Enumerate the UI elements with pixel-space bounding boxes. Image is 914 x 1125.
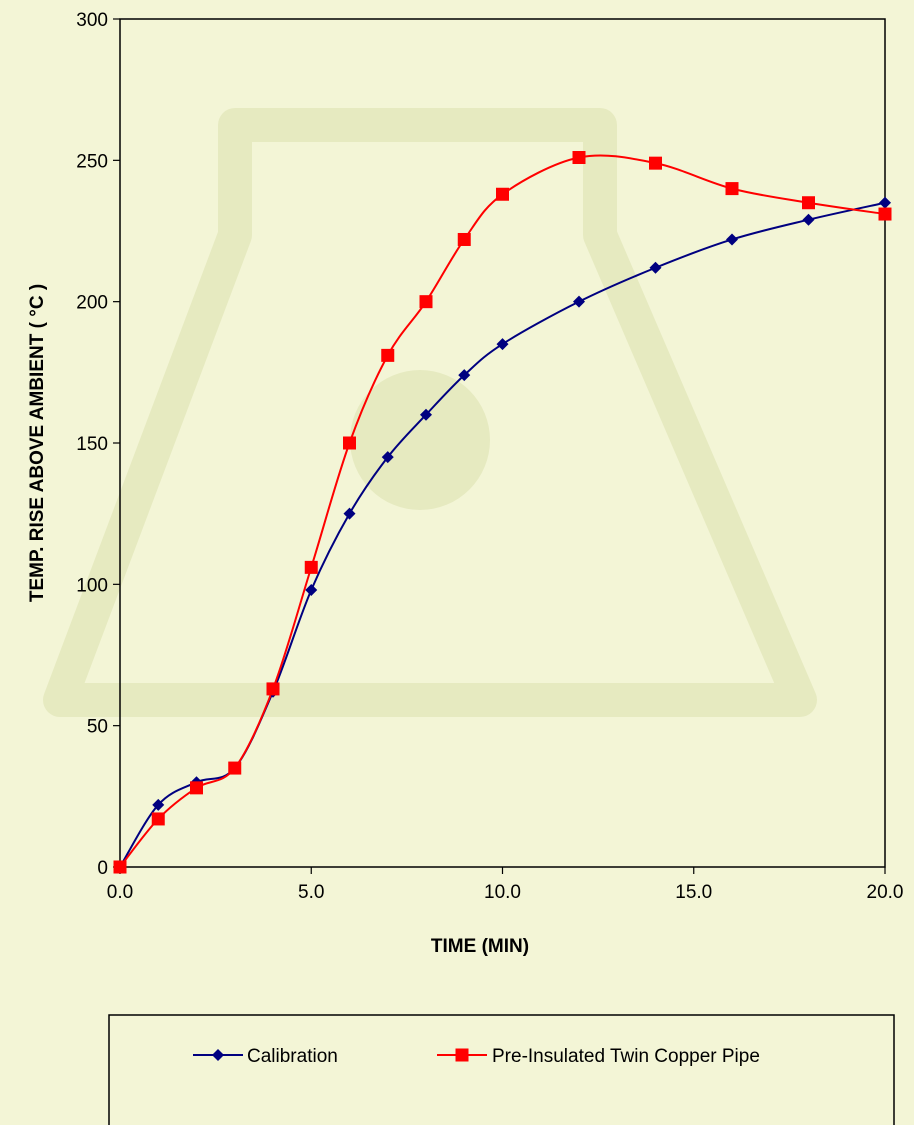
x-tick-label: 15.0 [675,882,712,903]
legend-label-2: Pre-Insulated Twin Copper Pipe [492,1046,760,1067]
legend-box [108,1014,895,1125]
data-point-series-2 [572,151,586,165]
y-tick-label: 300 [76,10,108,31]
y-axis-title: TEMP. RISE ABOVE AMBIENT ( °C ) [27,284,48,602]
axis-ticks: 0 50 100 150 200 250 300 0.0 5.0 10.0 15.0 20.0 [76,10,903,903]
data-point-series-2 [266,682,280,696]
legend-label-1: Calibration [247,1046,338,1067]
data-point-series-2 [878,207,892,221]
data-point-series-2 [228,761,242,775]
data-point-series-1 [152,798,165,811]
data-point-series-2 [725,182,739,196]
data-point-series-1 [573,295,585,308]
data-point-series-1 [802,213,815,226]
data-point-series-1 [420,408,432,421]
legend-marker-2 [455,1048,469,1062]
data-point-series-1 [458,369,471,382]
data-point-series-1 [343,507,356,520]
y-tick-label: 0 [97,858,108,879]
series-line-1 [119,201,886,868]
x-tick-label: 5.0 [298,882,324,903]
data-point-series-1 [496,338,509,351]
data-point-series-1 [305,583,318,596]
y-tick-label: 150 [76,434,108,455]
legend-marker-1 [212,1049,224,1061]
data-point-series-2 [113,860,127,874]
x-tick-label: 0.0 [107,882,133,903]
data-point-series-2 [457,232,471,246]
data-point-series-2 [649,156,662,170]
data-point-series-1 [381,451,394,464]
data-point-series-2 [190,781,203,795]
y-tick-label: 100 [76,575,108,596]
watermark-logo [43,108,817,717]
data-point-series-2 [381,348,395,362]
data-point-series-1 [726,233,738,246]
data-point-series-2 [496,187,509,201]
data-point-series-2 [802,196,815,210]
y-tick-label: 250 [76,151,108,172]
data-point-series-2 [304,560,318,574]
data-point-series-1 [649,261,662,274]
x-tick-label: 20.0 [867,882,904,903]
legend: Calibration Pre-Insulated Twin Copper Pip… [193,1046,760,1067]
y-tick-label: 50 [87,717,108,738]
watermark-sun-shape [350,370,490,510]
data-point-series-2 [343,436,356,450]
series-markers [113,151,892,874]
y-tick-label: 200 [76,293,108,314]
x-axis-title: TIME (MIN) [431,936,529,957]
data-point-series-2 [151,812,165,826]
data-point-series-2 [419,295,433,309]
watermark-flask-shape [43,108,817,717]
data-point-series-1 [879,196,891,209]
x-tick-label: 10.0 [484,882,521,903]
